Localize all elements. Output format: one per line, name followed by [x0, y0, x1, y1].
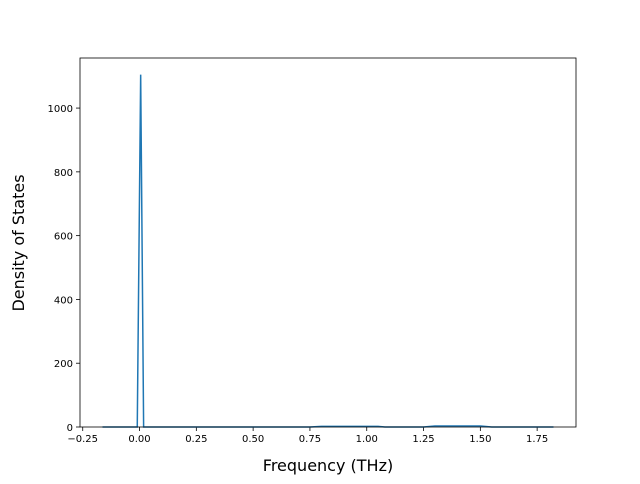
- x-axis-label: Frequency (THz): [263, 456, 393, 475]
- x-tick-label: 1.25: [412, 434, 434, 445]
- x-tick-label: 1.75: [526, 434, 548, 445]
- x-tick-label: 1.50: [469, 434, 491, 445]
- y-axis-label: Density of States: [9, 174, 28, 311]
- data-line: [102, 74, 554, 428]
- y-tick-label: 200: [54, 359, 73, 370]
- y-tick-label: 0: [67, 423, 73, 434]
- y-tick-label: 400: [54, 295, 73, 306]
- x-tick-label: 1.00: [356, 434, 378, 445]
- x-tick-label: 0.25: [185, 434, 207, 445]
- x-tick-label: 0.50: [242, 434, 264, 445]
- plot-frame: [79, 57, 577, 428]
- y-tick-label: 800: [54, 168, 73, 179]
- y-tick-label: 600: [54, 232, 73, 243]
- x-tick-label: 0.00: [128, 434, 150, 445]
- y-tick-label: 1000: [48, 104, 73, 115]
- x-tick-label: 0.75: [299, 434, 321, 445]
- x-tick-label: −0.25: [67, 434, 98, 445]
